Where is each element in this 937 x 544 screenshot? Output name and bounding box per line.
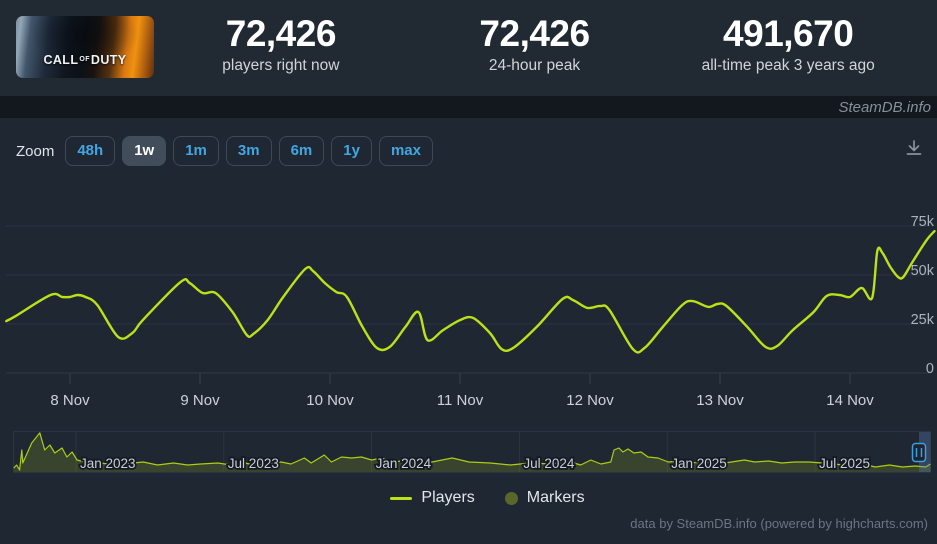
- svg-text:12 Nov: 12 Nov: [566, 392, 614, 409]
- navigator-frame: [13, 431, 931, 473]
- y-axis-labels: 0 25k 50k 75k: [911, 214, 935, 377]
- navigator-chart[interactable]: Jan 2023 Jul 2023 Jan 2024 Jul 2024 Jan 2025…: [0, 425, 937, 481]
- svg-text:25k: 25k: [911, 312, 935, 328]
- navigator-line-series: [13, 432, 931, 471]
- svg-text:50k: 50k: [911, 263, 935, 279]
- svg-text:Jan 2025: Jan 2025: [671, 456, 727, 471]
- alltime-peak-value: 491,670: [723, 13, 854, 54]
- svg-text:0: 0: [926, 361, 934, 377]
- svg-text:75k: 75k: [911, 214, 935, 230]
- header: CALLOFDUTY 72,426 players right now 72,4…: [0, 0, 937, 96]
- zoom-button-6m[interactable]: 6m: [278, 136, 325, 166]
- zoom-button-1y[interactable]: 1y: [331, 136, 372, 166]
- peak-24h-label: 24-hour peak: [488, 56, 581, 74]
- y-gridlines: [6, 225, 931, 325]
- steamdb-watermark: SteamDB.info: [838, 98, 931, 116]
- legend-label: Markers: [526, 489, 585, 506]
- zoom-button-max[interactable]: max: [378, 136, 433, 166]
- stat-alltime-peak: 491,670 all-time peak 3 years ago: [661, 0, 915, 96]
- stat-players-now: 72,426 players right now: [154, 0, 408, 96]
- legend-circle-swatch: [504, 491, 518, 505]
- navigator-gridlines: [75, 431, 816, 472]
- main-chart[interactable]: 8 Nov 9 Nov 10 Nov 11 Nov 12 Nov 13 Nov 14 Nov…: [0, 118, 937, 418]
- players-now-label: players right now: [222, 56, 340, 74]
- zoom-toolbar: Zoom 48h 1w 1m 3m 6m 1y max: [16, 136, 433, 166]
- svg-text:10 Nov: 10 Nov: [306, 392, 354, 409]
- svg-text:Jan 2024: Jan 2024: [376, 456, 432, 471]
- stats-row: 72,426 players right now 72,426 24-hour …: [154, 0, 915, 96]
- navigator-area-fill: [13, 432, 931, 472]
- legend-line-swatch: [390, 496, 413, 500]
- zoom-buttons: 48h 1w 1m 3m 6m 1y max: [65, 136, 433, 166]
- game-capsule-image[interactable]: CALLOFDUTY: [16, 16, 154, 78]
- chart-credit[interactable]: data by SteamDB.info (powered by highcha…: [630, 516, 928, 531]
- svg-text:9 Nov: 9 Nov: [180, 392, 220, 409]
- legend-item-markers[interactable]: Markers: [504, 489, 585, 507]
- legend-label: Players: [421, 489, 475, 506]
- x-axis-labels: 8 Nov 9 Nov 10 Nov 11 Nov 12 Nov 13 Nov 14 Nov: [50, 392, 874, 409]
- peak-24h-value: 72,426: [479, 13, 590, 54]
- players-line-series: [5, 229, 936, 354]
- chart-legend: Players Markers: [0, 489, 937, 507]
- x-axis-ticks: [69, 373, 851, 384]
- legend-item-players[interactable]: Players: [390, 489, 475, 507]
- watermark-bar: SteamDB.info: [0, 96, 937, 118]
- download-icon[interactable]: [904, 138, 924, 163]
- navigator-axis-labels: Jan 2023 Jul 2023 Jan 2024 Jul 2024 Jan 2025…: [78, 454, 872, 473]
- chart-panel: 8 Nov 9 Nov 10 Nov 11 Nov 12 Nov 13 Nov 14 Nov…: [0, 118, 937, 544]
- svg-text:Jan 2023: Jan 2023: [80, 456, 136, 471]
- zoom-label: Zoom: [16, 142, 55, 160]
- svg-text:Jul 2024: Jul 2024: [523, 456, 575, 471]
- svg-text:11 Nov: 11 Nov: [437, 392, 484, 409]
- zoom-button-48h[interactable]: 48h: [65, 136, 116, 166]
- svg-text:13 Nov: 13 Nov: [696, 392, 744, 409]
- game-title: CALLOFDUTY: [43, 53, 127, 67]
- zoom-button-1m[interactable]: 1m: [173, 136, 219, 166]
- svg-text:8 Nov: 8 Nov: [50, 392, 90, 409]
- navigator-handle[interactable]: [911, 442, 927, 463]
- players-now-value: 72,426: [225, 13, 337, 54]
- svg-text:14 Nov: 14 Nov: [826, 392, 874, 409]
- svg-text:Jul 2023: Jul 2023: [228, 456, 279, 471]
- alltime-peak-label: all-time peak 3 years ago: [701, 56, 875, 74]
- zoom-button-1w[interactable]: 1w: [122, 136, 167, 166]
- svg-text:Jul 2025: Jul 2025: [819, 456, 870, 471]
- stat-24h-peak: 72,426 24-hour peak: [408, 0, 662, 96]
- zoom-button-3m[interactable]: 3m: [225, 136, 272, 166]
